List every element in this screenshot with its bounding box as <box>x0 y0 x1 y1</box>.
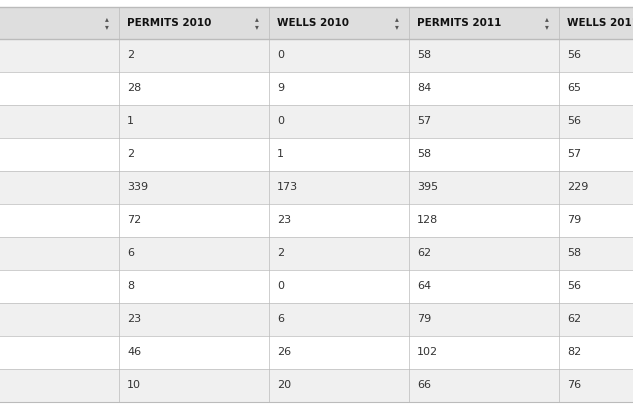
Text: 57: 57 <box>567 149 581 159</box>
Text: 8: 8 <box>127 281 134 291</box>
Text: 9: 9 <box>277 83 284 93</box>
Text: 84: 84 <box>417 83 431 93</box>
Text: 79: 79 <box>417 314 431 324</box>
Bar <box>0 335 633 368</box>
Text: 23: 23 <box>277 215 291 225</box>
Bar <box>0 104 633 137</box>
Text: 72: 72 <box>127 215 141 225</box>
Text: 395: 395 <box>417 182 438 192</box>
Bar <box>0 71 633 104</box>
Text: WELLS 2010: WELLS 2010 <box>277 18 349 27</box>
Text: 0: 0 <box>277 116 284 126</box>
Text: 6: 6 <box>277 314 284 324</box>
Bar <box>269 7 409 38</box>
Bar <box>0 237 633 270</box>
Text: 2: 2 <box>127 149 134 159</box>
Text: 57: 57 <box>417 116 431 126</box>
Text: 10: 10 <box>127 380 141 390</box>
Bar <box>0 302 633 335</box>
Text: 66: 66 <box>417 380 431 390</box>
Text: 65: 65 <box>567 83 581 93</box>
Bar <box>119 7 269 38</box>
Text: ▴
▾: ▴ ▾ <box>395 14 399 31</box>
Text: 58: 58 <box>417 50 431 60</box>
Text: 1: 1 <box>127 116 134 126</box>
Bar <box>0 38 633 71</box>
Bar <box>0 368 633 401</box>
Text: 102: 102 <box>417 347 438 357</box>
Text: 62: 62 <box>567 314 581 324</box>
Text: 339: 339 <box>127 182 148 192</box>
Bar <box>0 270 633 302</box>
Text: 58: 58 <box>567 248 581 258</box>
Text: 0: 0 <box>277 281 284 291</box>
Text: 58: 58 <box>417 149 431 159</box>
Bar <box>0 171 633 204</box>
Text: 173: 173 <box>277 182 298 192</box>
Text: 20: 20 <box>277 380 291 390</box>
Bar <box>0 7 119 38</box>
Text: 64: 64 <box>417 281 431 291</box>
Text: 23: 23 <box>127 314 141 324</box>
Text: 56: 56 <box>567 281 581 291</box>
Bar <box>0 204 633 237</box>
Text: 6: 6 <box>127 248 134 258</box>
Text: 62: 62 <box>417 248 431 258</box>
Text: PERMITS 2011: PERMITS 2011 <box>417 18 501 27</box>
Text: 2: 2 <box>277 248 284 258</box>
Text: 76: 76 <box>567 380 581 390</box>
Text: 46: 46 <box>127 347 141 357</box>
Text: 82: 82 <box>567 347 581 357</box>
Text: 0: 0 <box>277 50 284 60</box>
Text: ▴
▾: ▴ ▾ <box>255 14 259 31</box>
Text: ▴
▾: ▴ ▾ <box>545 14 549 31</box>
Text: 128: 128 <box>417 215 438 225</box>
Bar <box>0 137 633 171</box>
Text: 56: 56 <box>567 116 581 126</box>
Text: WELLS 2011: WELLS 2011 <box>567 18 633 27</box>
Text: 1: 1 <box>277 149 284 159</box>
Text: 26: 26 <box>277 347 291 357</box>
Text: 229: 229 <box>567 182 589 192</box>
Text: 79: 79 <box>567 215 581 225</box>
Text: 28: 28 <box>127 83 141 93</box>
Text: PERMITS 2010: PERMITS 2010 <box>127 18 211 27</box>
Text: 56: 56 <box>567 50 581 60</box>
Text: ▴
▾: ▴ ▾ <box>105 14 109 31</box>
Text: 2: 2 <box>127 50 134 60</box>
Bar <box>409 7 559 38</box>
Bar <box>559 7 633 38</box>
